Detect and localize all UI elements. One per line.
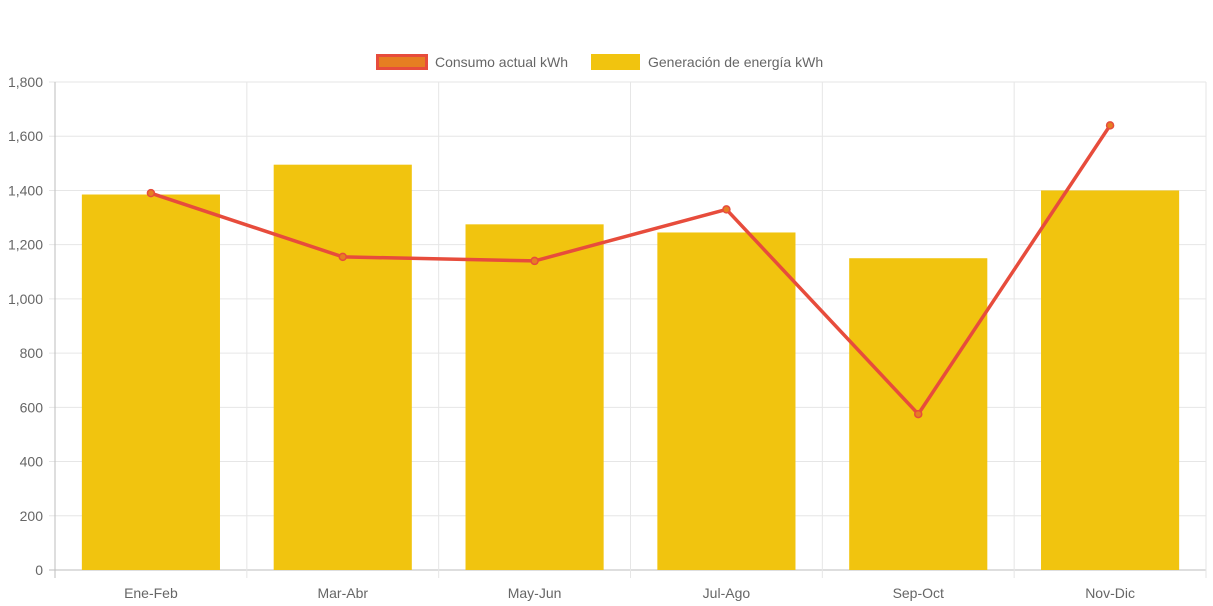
line-series — [146, 121, 1115, 419]
y-tick-label: 1,800 — [8, 74, 43, 90]
legend-swatch-generacion — [591, 54, 640, 70]
x-tick-label: Ene-Feb — [124, 585, 178, 601]
y-tick-label: 400 — [20, 454, 44, 470]
x-axis: Ene-Feb Mar-Abr May-Jun Jul-Ago Sep-Oct Nov-D… — [124, 585, 1135, 601]
y-tick-label: 600 — [20, 399, 44, 415]
y-tick-label: 1,600 — [8, 128, 43, 144]
y-tick-label: 200 — [20, 508, 44, 524]
y-tick-label: 1,400 — [8, 182, 43, 198]
bar — [1041, 190, 1180, 570]
legend-label-generacion: Generación de energía kWh — [648, 54, 823, 70]
line-point — [1105, 121, 1115, 130]
line-point — [914, 409, 923, 419]
y-tick-label: 1,200 — [8, 237, 43, 253]
line-point — [338, 252, 347, 262]
x-tick-label: May-Jun — [508, 585, 562, 601]
consumption-line — [150, 124, 1112, 416]
gridlines — [49, 81, 1207, 578]
y-tick-label: 0 — [35, 562, 43, 578]
line-point — [530, 256, 539, 266]
y-tick-label: 800 — [20, 345, 44, 361]
bar — [273, 164, 412, 570]
x-tick-label: Nov-Dic — [1085, 585, 1135, 601]
y-axis: 0 200 400 600 800 1,000 1,200 1,400 1,600 1,800 — [8, 74, 43, 578]
x-tick-label: Sep-Oct — [893, 585, 944, 601]
line-point — [722, 205, 731, 214]
legend-swatch-consumo — [376, 54, 428, 70]
x-tick-label: Mar-Abr — [317, 585, 368, 601]
legend: Consumo actual kWh Generación de energía … — [376, 54, 823, 70]
bar — [465, 224, 604, 571]
legend-label-consumo: Consumo actual kWh — [435, 54, 568, 70]
line-point — [146, 188, 156, 198]
bar — [81, 194, 220, 570]
x-tick-label: Jul-Ago — [703, 585, 751, 601]
bar — [657, 232, 796, 570]
y-tick-label: 1,000 — [8, 291, 43, 307]
